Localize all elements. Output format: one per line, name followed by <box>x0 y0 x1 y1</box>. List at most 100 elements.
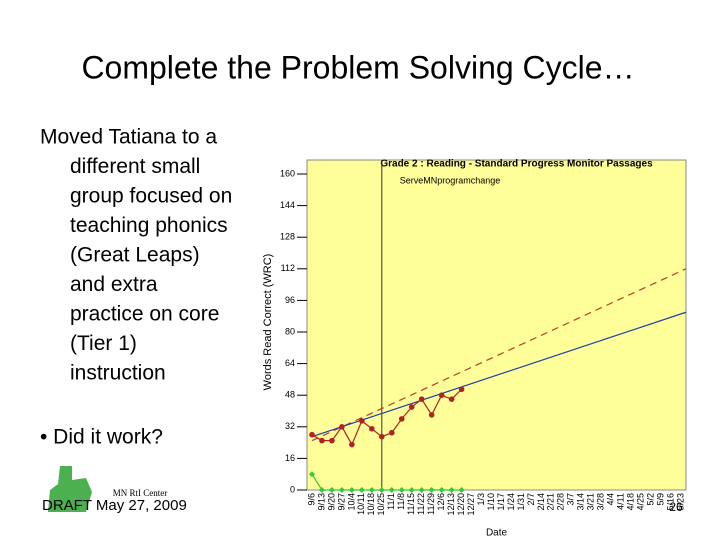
data-point <box>388 487 395 493</box>
data-point <box>369 425 375 432</box>
data-point <box>428 487 435 493</box>
data-point <box>408 404 415 410</box>
y-tick-label: 48 <box>285 390 295 400</box>
data-point <box>338 487 345 493</box>
x-tick-label: 3/7 <box>566 493 576 506</box>
chart-title: Grade 2 : Reading - Standard Progress Mo… <box>380 159 653 170</box>
body-line: different small <box>70 155 200 178</box>
x-tick-label: 10/25 <box>376 493 386 516</box>
bullet: • Did it work? <box>40 426 163 449</box>
x-tick-label: 3/21 <box>586 493 596 511</box>
data-point <box>418 396 425 402</box>
y-tick-label: 80 <box>285 326 295 336</box>
body-line: and extra <box>70 273 158 296</box>
body-line: Moved Tatiana to a <box>40 126 217 149</box>
data-point <box>379 433 385 440</box>
data-point <box>328 487 335 493</box>
data-point <box>339 424 345 430</box>
y-tick-label: 64 <box>285 358 295 368</box>
trend-line <box>311 311 687 438</box>
data-point <box>438 392 445 399</box>
data-point <box>398 416 405 422</box>
body-line: teaching phonics <box>70 214 228 237</box>
data-point <box>378 487 385 493</box>
x-tick-label: 4/4 <box>606 493 616 506</box>
data-point <box>309 431 315 438</box>
x-tick-label: 1/3 <box>476 493 486 506</box>
y-tick-label: 96 <box>285 295 295 305</box>
x-tick-label: 11/8 <box>396 493 406 510</box>
body-line: (Great Leaps) <box>70 244 200 267</box>
chart: Grade 2 : Reading - Standard Progress Mo… <box>262 159 687 539</box>
data-point <box>368 487 375 493</box>
y-tick-label: 32 <box>285 421 295 431</box>
x-tick-label: 12/27 <box>466 493 476 516</box>
data-point <box>398 487 405 493</box>
x-tick-label: 1/17 <box>496 493 506 511</box>
y-tick-label: 16 <box>285 453 295 463</box>
x-tick-label: 3/28 <box>596 493 606 511</box>
body-line: instruction <box>70 362 166 385</box>
x-tick-label: 1/10 <box>486 493 496 511</box>
data-point <box>329 437 335 444</box>
x-tick-label: 1/24 <box>506 493 516 511</box>
x-tick-label: 11/22 <box>416 493 426 515</box>
x-tick-label: 9/6 <box>306 493 316 506</box>
data-point <box>318 487 325 493</box>
x-tick-label: 10/11 <box>356 493 366 515</box>
data-point <box>388 429 395 436</box>
slide-title: Complete the Problem Solving Cycle… <box>81 49 634 85</box>
data-point <box>438 487 445 493</box>
x-tick-label: 10/18 <box>366 493 376 516</box>
y-axis-label: Words Read Correct (WRC) <box>262 254 274 391</box>
y-tick-label: 112 <box>281 263 295 273</box>
body-line: group focused on <box>70 185 232 208</box>
x-tick-label: 12/13 <box>446 493 456 516</box>
x-tick-label: 5/16 <box>665 493 675 511</box>
body-line: (Tier 1) <box>70 332 137 355</box>
x-tick-label: 10/4 <box>346 493 356 511</box>
data-point <box>418 487 425 493</box>
x-tick-label: 2/21 <box>546 493 556 511</box>
data-point <box>308 471 315 478</box>
page-number: 26 <box>669 500 683 514</box>
data-point <box>448 396 455 402</box>
x-tick-label: 3/14 <box>576 493 586 511</box>
x-tick-label: 2/28 <box>556 493 566 511</box>
logo-text: MN RtI Center <box>113 488 168 498</box>
plot-area <box>306 159 687 491</box>
x-tick-label: 9/27 <box>336 493 346 511</box>
data-point <box>458 487 465 493</box>
y-tick-label: 160 <box>280 168 295 178</box>
series-line <box>311 473 462 491</box>
x-tick-label: 5/2 <box>645 493 655 506</box>
y-tick-label: 144 <box>280 200 295 210</box>
x-tick-label: 4/25 <box>635 493 645 511</box>
body-line: practice on core <box>70 303 219 326</box>
x-tick-label: 9/13 <box>316 493 326 511</box>
trend-line <box>311 268 687 442</box>
x-tick-label: 2/7 <box>526 493 536 506</box>
footer: DRAFT May 27, 2009 <box>42 497 187 514</box>
data-point <box>458 386 465 393</box>
data-point <box>349 441 355 448</box>
x-tick-label: 2/14 <box>536 493 546 511</box>
phase-label: ServeMNprogramchange <box>400 175 501 185</box>
y-tick-label: 128 <box>280 232 295 242</box>
data-point <box>448 487 455 493</box>
series-line <box>311 388 463 446</box>
x-tick-label: 12/20 <box>456 493 466 516</box>
x-tick-label: 11/29 <box>426 493 436 515</box>
x-tick-label: 12/6 <box>436 493 446 511</box>
x-axis-label: Date <box>486 528 508 539</box>
data-point <box>319 437 325 444</box>
data-point <box>359 418 365 424</box>
data-point <box>428 412 435 418</box>
x-tick-label: 5/9 <box>655 493 665 506</box>
x-tick-label: 9/20 <box>326 493 336 511</box>
x-tick-label: 1/31 <box>516 493 526 511</box>
x-tick-label: 11/1 <box>386 493 396 510</box>
x-tick-label: 4/11 <box>616 493 626 510</box>
x-tick-label: 5/23 <box>675 493 685 511</box>
x-tick-label: 4/18 <box>626 493 636 511</box>
